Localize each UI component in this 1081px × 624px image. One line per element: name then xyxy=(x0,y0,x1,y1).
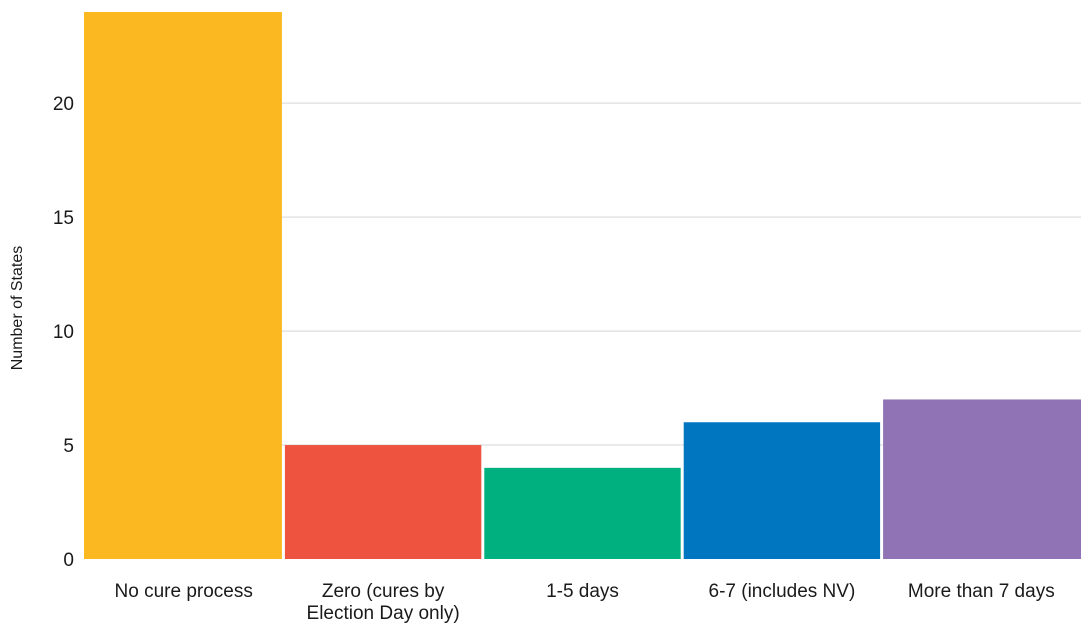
y-tick-label: 5 xyxy=(63,436,74,457)
bar xyxy=(683,422,881,559)
bar xyxy=(284,445,482,559)
y-tick-label: 20 xyxy=(53,94,74,115)
x-tick-label: No cure process xyxy=(115,581,253,602)
x-tick-label: Zero (cures by Election Day only) xyxy=(307,581,460,624)
bar xyxy=(484,467,681,559)
x-tick-label: 1-5 days xyxy=(546,581,619,602)
bar xyxy=(84,12,282,559)
y-axis-ticks: 0 5 10 15 20 xyxy=(53,94,74,571)
y-tick-label: 15 xyxy=(53,208,74,229)
x-tick-label: 6-7 (includes NV) xyxy=(709,581,856,602)
x-axis-labels: No cure process Zero (cures by Election Da… xyxy=(115,581,1055,624)
y-tick-label: 10 xyxy=(53,322,74,343)
x-tick-label: More than 7 days xyxy=(908,581,1055,602)
y-axis-title: Number of States xyxy=(9,246,26,371)
bars xyxy=(84,12,1081,559)
y-tick-label: 0 xyxy=(63,550,74,571)
bar xyxy=(883,399,1081,559)
